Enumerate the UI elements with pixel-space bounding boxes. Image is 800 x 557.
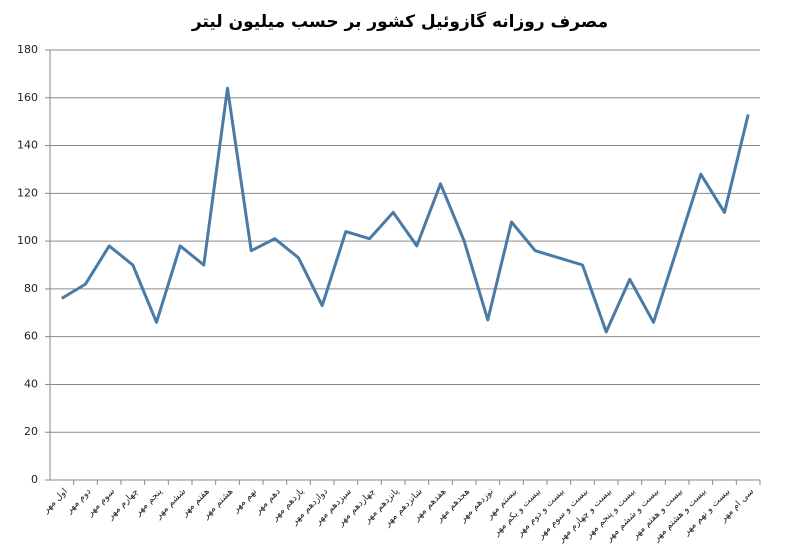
y-tick-label: 60 (24, 330, 38, 343)
y-tick-label: 140 (17, 139, 38, 152)
y-tick-label: 80 (24, 282, 38, 295)
y-tick-label: 120 (17, 186, 38, 199)
y-tick-label: 0 (31, 473, 38, 486)
line (61, 86, 750, 334)
y-tick-label: 20 (24, 425, 38, 438)
y-tick-label: 180 (17, 43, 38, 56)
x-tick-label: اول مهر (41, 487, 70, 516)
y-tick-label: 40 (24, 377, 38, 390)
y-tick-label: 160 (17, 91, 38, 104)
chart-title: مصرف روزانه گازوئیل کشور بر حسب میلیون ل… (191, 11, 608, 32)
y-tick-label: 100 (17, 234, 38, 247)
